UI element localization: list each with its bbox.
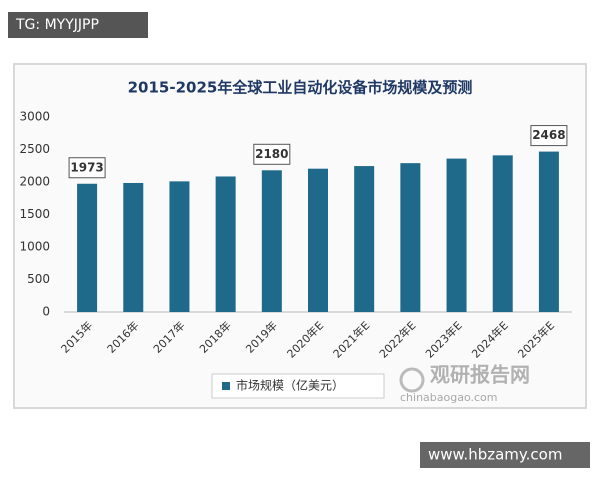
y-tick-label: 2500 xyxy=(19,142,50,156)
legend-label: 市场规模（亿美元） xyxy=(236,378,344,393)
bar xyxy=(538,151,559,312)
y-tick-label: 0 xyxy=(42,305,50,319)
bar xyxy=(446,158,467,312)
y-tick-label: 3000 xyxy=(19,110,50,124)
top-watermark: TG: MYYJJPP xyxy=(15,17,99,33)
bar xyxy=(354,166,375,312)
bottom-watermark-box xyxy=(420,442,590,468)
chart-frame xyxy=(13,63,587,409)
value-label-box xyxy=(68,157,106,179)
site-text: chinabaogao.com xyxy=(400,391,498,404)
bar xyxy=(261,170,282,312)
value-label: 2180 xyxy=(255,147,288,161)
top-watermark-box xyxy=(8,12,148,38)
bar xyxy=(169,181,190,312)
y-tick-label: 500 xyxy=(27,272,50,286)
bar xyxy=(400,163,421,312)
bottom-watermark: www.hbzamy.com xyxy=(428,446,562,464)
y-tick-label: 1000 xyxy=(19,240,50,254)
value-label: 2468 xyxy=(532,128,565,142)
bar xyxy=(215,176,236,312)
chart-title: 2015-2025年全球工业自动化设备市场规模及预测 xyxy=(128,79,473,97)
y-tick-label: 2000 xyxy=(19,175,50,189)
bar xyxy=(123,182,144,312)
legend-swatch xyxy=(222,382,230,390)
value-label-box xyxy=(530,125,568,147)
bar xyxy=(77,183,98,312)
logo-watermark: 观研报告网 chinabaogao.com xyxy=(399,363,530,404)
logo-icon xyxy=(399,367,425,393)
bar xyxy=(492,155,513,312)
logo-text: 观研报告网 xyxy=(430,363,530,387)
value-label-box xyxy=(253,143,291,165)
legend-box xyxy=(211,373,385,399)
value-label: 1973 xyxy=(70,160,103,174)
y-tick-label: 1500 xyxy=(19,207,50,221)
bar xyxy=(308,168,328,312)
